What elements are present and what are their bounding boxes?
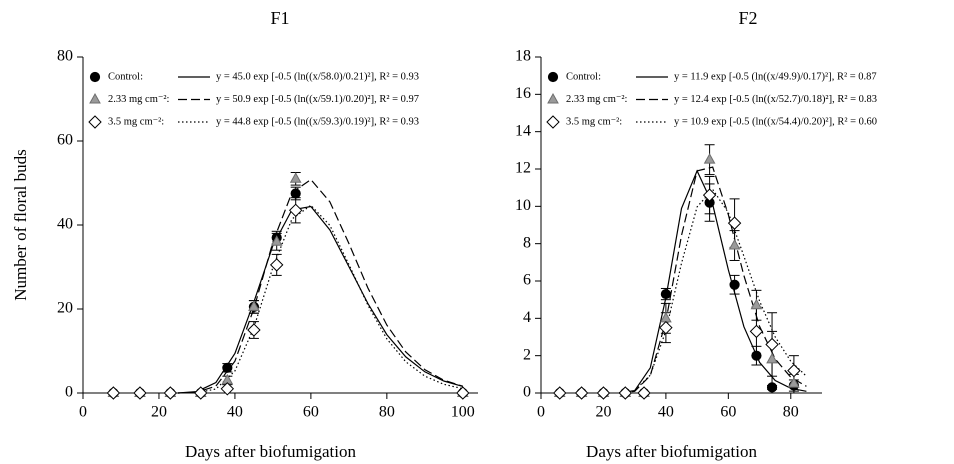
x-tick-label: 60 <box>303 404 319 421</box>
marker-triangle <box>703 153 716 164</box>
x-axis-title: Days after biofumigation <box>185 442 356 461</box>
y-tick-label: 80 <box>57 48 73 65</box>
y-tick-label: 14 <box>515 122 531 139</box>
y-tick-label: 16 <box>515 85 531 102</box>
marker-diamond <box>456 386 470 400</box>
marker-triangle <box>89 92 101 104</box>
x-tick-label: 80 <box>783 404 799 421</box>
marker-circle <box>660 288 671 300</box>
marker-diamond <box>702 188 717 202</box>
marker-diamond <box>727 216 742 230</box>
legend-label: 2.33 mg cm⁻²: <box>566 94 628 105</box>
marker-diamond <box>220 382 235 396</box>
panel-title: F2 <box>738 8 757 28</box>
y-tick-label: 40 <box>57 216 73 233</box>
legend-equation: y = 50.9 exp [-0.5 (ln((x/59.1)/0.20)²],… <box>216 94 419 105</box>
legend-label: 3.5 mg cm⁻²: <box>566 116 622 127</box>
marker-triangle <box>547 92 559 104</box>
x-tick-label: 40 <box>227 404 243 421</box>
marker-diamond <box>133 386 147 400</box>
y-tick-label: 2 <box>523 346 531 363</box>
marker-triangle <box>728 239 741 250</box>
legend-label: Control: <box>566 71 601 82</box>
marker-triangle <box>766 352 778 364</box>
x-tick-label: 80 <box>379 404 395 421</box>
marker-circle <box>751 350 762 361</box>
fit-curve <box>619 166 807 394</box>
marker-diamond <box>659 320 673 335</box>
fit-curve <box>177 178 463 394</box>
legend-label: Control: <box>108 71 143 82</box>
legend-equation: y = 10.9 exp [-0.5 (ln((x/54.4)/0.20)²],… <box>674 116 877 127</box>
y-tick-label: 0 <box>523 384 531 401</box>
y-tick-label: 18 <box>515 48 531 65</box>
marker-diamond <box>574 386 589 400</box>
marker-circle <box>547 71 559 83</box>
legend-equation: y = 45.0 exp [-0.5 (ln((x/58.0)/0.21)²],… <box>216 71 419 82</box>
y-axis-title: Number of floral buds <box>11 149 30 301</box>
marker-diamond <box>88 115 102 129</box>
legend-label: 2.33 mg cm⁻²: <box>108 94 170 105</box>
legend-equation: y = 11.9 exp [-0.5 (ln((x/49.9)/0.17)²],… <box>674 71 877 82</box>
marker-diamond <box>749 324 764 339</box>
marker-diamond <box>596 386 611 400</box>
x-tick-label: 20 <box>151 404 167 421</box>
marker-circle <box>222 362 233 373</box>
y-tick-label: 8 <box>523 234 531 251</box>
marker-diamond <box>787 363 801 378</box>
marker-diamond <box>163 386 178 400</box>
x-tick-label: 0 <box>79 404 87 421</box>
marker-triangle <box>270 235 283 246</box>
x-tick-label: 100 <box>451 404 475 421</box>
marker-diamond <box>618 386 633 400</box>
marker-diamond <box>546 115 560 129</box>
marker-diamond <box>637 386 651 400</box>
y-tick-label: 4 <box>523 309 531 326</box>
fit-curve <box>619 188 807 394</box>
marker-diamond <box>765 337 779 352</box>
marker-triangle <box>248 300 260 311</box>
x-tick-label: 40 <box>658 404 674 421</box>
marker-diamond <box>247 323 261 337</box>
y-tick-label: 20 <box>57 300 73 317</box>
fit-curve <box>177 204 463 394</box>
y-tick-label: 12 <box>515 160 531 177</box>
marker-circle <box>290 188 301 199</box>
legend-equation: y = 44.8 exp [-0.5 (ln((x/59.3)/0.19)²],… <box>216 116 419 127</box>
x-tick-label: 20 <box>595 404 611 421</box>
legend-equation: y = 12.4 exp [-0.5 (ln((x/52.7)/0.18)²],… <box>674 94 877 105</box>
marker-circle <box>89 71 101 83</box>
marker-triangle <box>289 172 302 183</box>
y-tick-label: 60 <box>57 132 73 149</box>
legend-label: 3.5 mg cm⁻²: <box>108 116 164 127</box>
y-tick-label: 10 <box>515 197 531 214</box>
marker-circle <box>729 279 740 290</box>
y-tick-label: 0 <box>65 384 73 401</box>
marker-triangle <box>788 377 800 388</box>
x-tick-label: 0 <box>537 404 545 421</box>
marker-diamond <box>194 386 208 400</box>
marker-circle <box>766 382 778 393</box>
y-tick-label: 6 <box>523 272 531 289</box>
marker-triangle <box>750 298 763 310</box>
marker-diamond <box>106 386 121 400</box>
x-axis-title: Days after biofumigation <box>586 442 757 461</box>
panel-title: F1 <box>270 8 289 28</box>
x-tick-label: 60 <box>720 404 736 421</box>
marker-diamond <box>269 258 284 272</box>
marker-diamond <box>288 203 303 218</box>
marker-diamond <box>553 386 567 400</box>
